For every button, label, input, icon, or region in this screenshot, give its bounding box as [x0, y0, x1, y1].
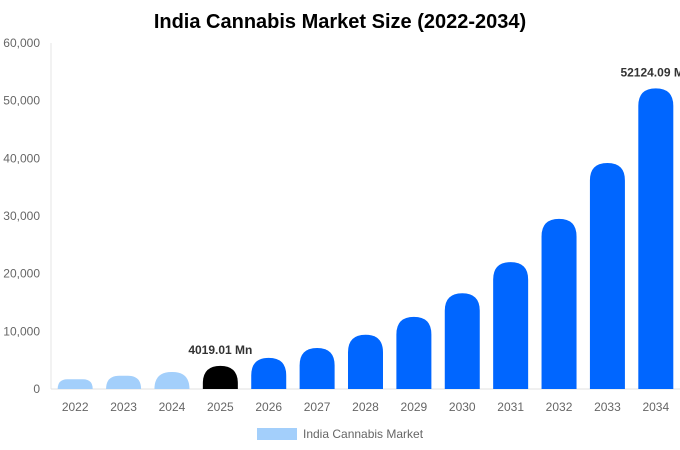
bar-2022[interactable]	[57, 379, 93, 389]
x-tick-label: 2026	[255, 400, 282, 414]
data-label: 4019.01 Mn	[188, 343, 252, 357]
bar-2028[interactable]	[348, 334, 383, 389]
bar-2029[interactable]	[396, 316, 432, 389]
bar-2030[interactable]	[444, 293, 480, 389]
legend-swatch	[257, 428, 297, 440]
data-label: 52124.09 Mn	[620, 65, 680, 79]
x-tick-label: 2033	[594, 400, 621, 414]
y-tick-label: 20,000	[3, 267, 40, 281]
x-tick-label: 2028	[352, 400, 379, 414]
x-tick-label: 2034	[642, 400, 669, 414]
y-tick-label: 50,000	[3, 94, 40, 108]
bar-2032[interactable]	[541, 218, 577, 389]
y-tick-label: 60,000	[3, 36, 40, 50]
bars	[57, 88, 674, 389]
bar-2034[interactable]	[638, 88, 674, 389]
y-tick-label: 10,000	[3, 324, 40, 338]
y-axis-ticks: 0 10,000 20,000 30,000 40,000 50,000 60,000	[3, 36, 40, 396]
x-tick-label: 2032	[546, 400, 573, 414]
x-tick-label: 2031	[497, 400, 524, 414]
x-tick-label: 2030	[449, 400, 476, 414]
data-labels: 4019.01 Mn 52124.09 Mn	[188, 65, 680, 356]
bar-2033[interactable]	[589, 162, 625, 389]
x-tick-label: 2027	[304, 400, 331, 414]
x-tick-label: 2024	[159, 400, 186, 414]
y-tick-label: 40,000	[3, 151, 40, 165]
y-tick-label: 30,000	[3, 209, 40, 223]
bar-2027[interactable]	[299, 348, 335, 389]
legend-label: India Cannabis Market	[303, 427, 424, 441]
legend[interactable]: India Cannabis Market	[257, 427, 424, 441]
bar-2025[interactable]	[202, 365, 238, 389]
bar-2024[interactable]	[154, 371, 190, 389]
x-tick-label: 2023	[110, 400, 137, 414]
bar-2031[interactable]	[493, 262, 529, 389]
y-tick-label: 0	[33, 382, 40, 396]
x-tick-label: 2029	[401, 400, 428, 414]
bar-2023[interactable]	[106, 375, 142, 389]
chart-title: India Cannabis Market Size (2022-2034)	[154, 11, 526, 33]
x-tick-label: 2022	[62, 400, 89, 414]
x-tick-label: 2025	[207, 400, 234, 414]
bar-2026[interactable]	[251, 357, 287, 389]
x-axis-ticks: 2022 2023 2024 2025 2026 2027 2028 2029 2030 2031…	[62, 400, 670, 414]
